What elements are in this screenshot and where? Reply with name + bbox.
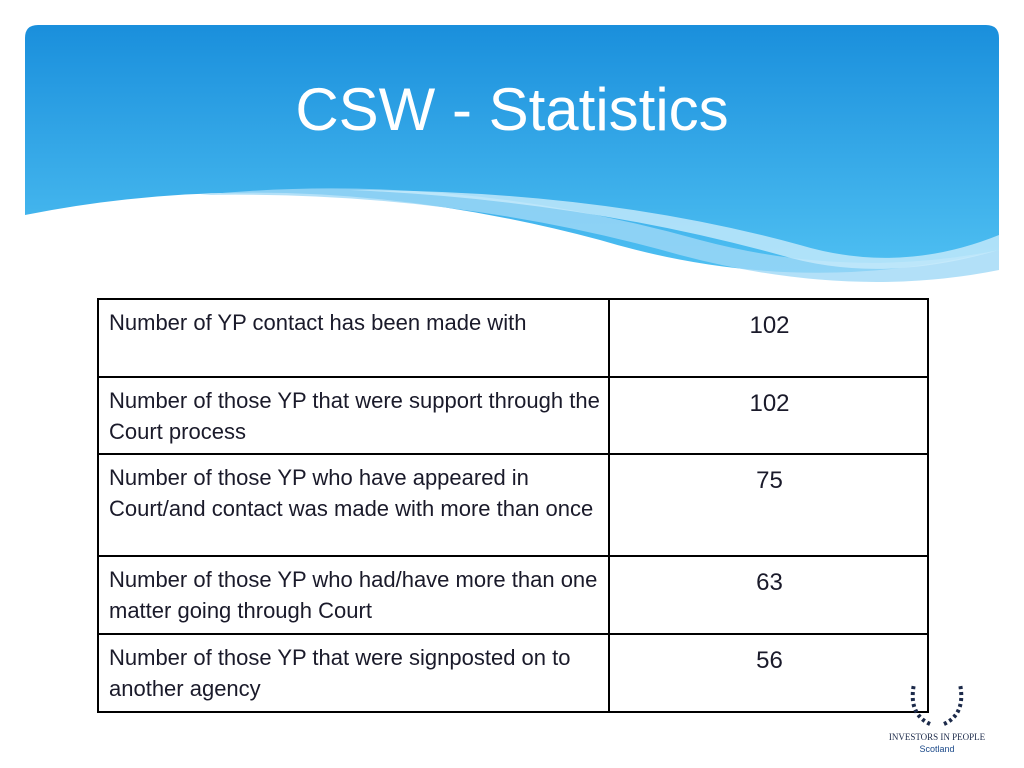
logo-wreath — [910, 683, 964, 726]
row-value: 102 — [608, 376, 929, 455]
stats-table: Number of YP contact has been made with 1… — [97, 298, 929, 713]
table-row: Number of those YP that were signposted … — [97, 633, 929, 713]
row-label: Number of those YP that were support thr… — [97, 376, 610, 455]
logo: INVESTORS IN PEOPLE Scotland — [872, 664, 1002, 754]
table-row: Number of those YP that were support thr… — [97, 376, 929, 455]
row-value: 56 — [608, 633, 929, 713]
table-row: Number of those YP who have appeared in … — [97, 453, 929, 557]
table-row: Number of those YP who had/have more tha… — [97, 555, 929, 635]
logo-region: Scotland — [919, 744, 955, 754]
table-row: Number of YP contact has been made with 1… — [97, 298, 929, 378]
row-label: Number of YP contact has been made with — [97, 298, 610, 378]
row-label: Number of those YP that were signposted … — [97, 633, 610, 713]
row-label: Number of those YP who have appeared in … — [97, 453, 610, 557]
row-value: 75 — [608, 453, 929, 557]
logo-name: INVESTORS IN PEOPLE — [888, 732, 986, 742]
row-value: 63 — [608, 555, 929, 635]
row-label: Number of those YP who had/have more tha… — [97, 555, 610, 635]
slide-title: CSW - Statistics — [295, 76, 729, 143]
header-band — [25, 25, 999, 282]
row-value: 102 — [608, 298, 929, 378]
